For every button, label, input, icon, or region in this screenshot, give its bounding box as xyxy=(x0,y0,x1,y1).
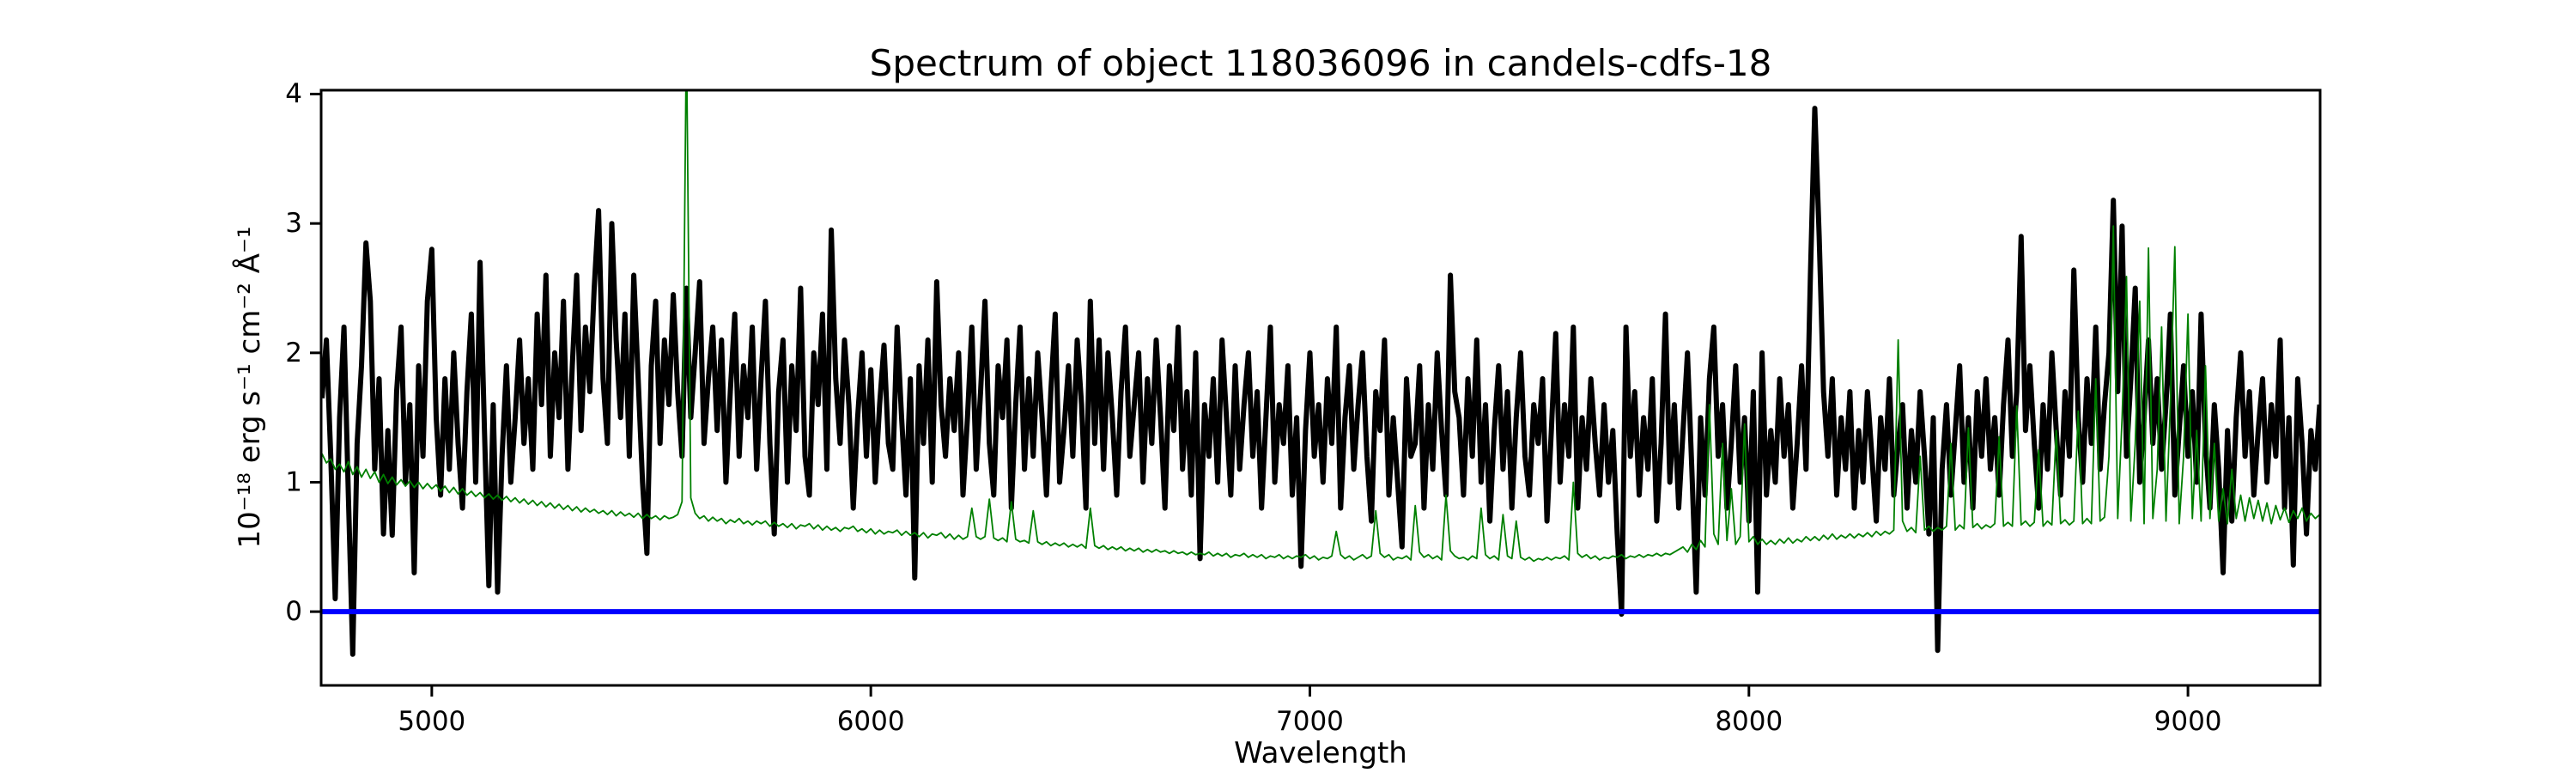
x-axis-label: Wavelength xyxy=(1234,736,1407,770)
axis-ticks: 5000 6000 7000 8000 9000 0 1 2 3 4 xyxy=(285,79,2221,737)
plot-series xyxy=(321,90,2320,657)
y-axis-label: 10⁻¹⁸ erg s⁻¹ cm⁻² Å⁻¹ xyxy=(232,226,267,548)
y-tick-label: 3 xyxy=(285,208,302,239)
x-tick-label: 5000 xyxy=(398,706,465,737)
y-tick-label: 2 xyxy=(285,338,302,368)
plot-area-border xyxy=(319,88,2322,687)
spectrum-line xyxy=(321,106,2320,657)
x-tick-label: 8000 xyxy=(1715,706,1783,737)
x-tick-label: 6000 xyxy=(837,706,905,737)
noise-line xyxy=(321,90,2320,563)
chart-title: Spectrum of object 118036096 in candels-… xyxy=(870,42,1772,84)
x-tick-label: 7000 xyxy=(1276,706,1344,737)
y-tick-label: 0 xyxy=(285,596,302,627)
x-tick-label: 9000 xyxy=(2154,706,2222,737)
y-tick-label: 1 xyxy=(285,466,302,497)
y-tick-label: 4 xyxy=(285,79,302,110)
